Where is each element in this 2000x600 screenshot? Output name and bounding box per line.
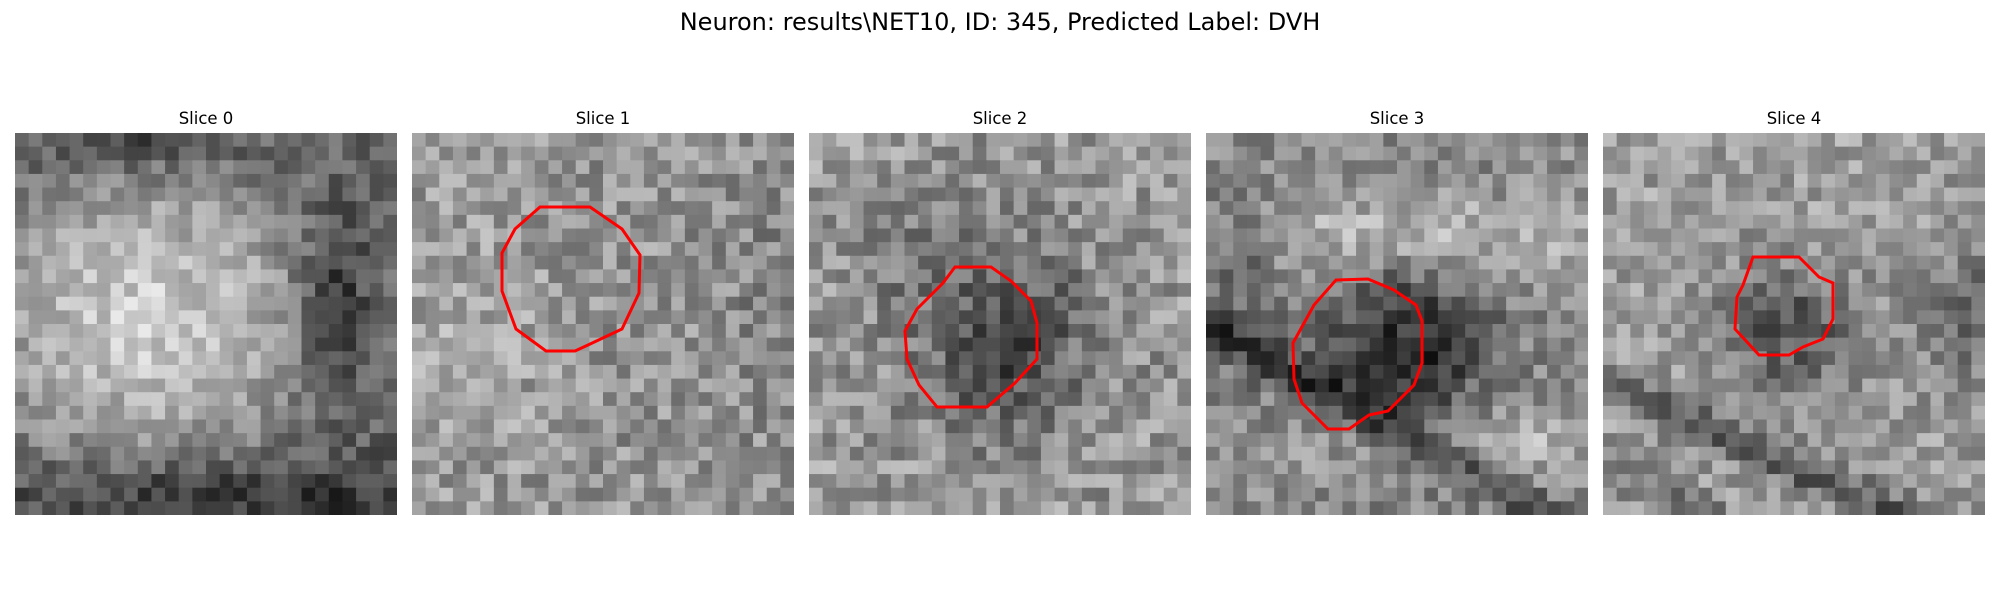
- neuron-contour-4: [1733, 255, 1835, 357]
- slice-panel-2: Slice 2: [809, 108, 1191, 515]
- slice-image-4: [1603, 133, 1985, 515]
- figure-title: Neuron: results\NET10, ID: 345, Predicte…: [679, 8, 1321, 36]
- slice-pixels-2: [809, 133, 1191, 515]
- slice-image-2: [809, 133, 1191, 515]
- slice-panel-4: Slice 4: [1603, 108, 1985, 515]
- slice-title-1: Slice 1: [575, 109, 631, 128]
- slice-pixels-1: [412, 133, 794, 515]
- slice-pixels-4: [1603, 133, 1985, 515]
- slice-title-4: Slice 4: [1766, 109, 1822, 128]
- slice-image-3: [1206, 133, 1588, 515]
- slice-image-1: [412, 133, 794, 515]
- slice-title-0: Slice 0: [178, 109, 234, 128]
- neuron-contour-1: [500, 205, 642, 353]
- slice-pixels-0: [15, 133, 397, 515]
- neuron-contour-2: [903, 265, 1039, 409]
- slice-title-3: Slice 3: [1369, 109, 1425, 128]
- slice-panel-1: Slice 1: [412, 108, 794, 515]
- slice-title-2: Slice 2: [972, 109, 1028, 128]
- slice-panel-0: Slice 0: [15, 108, 397, 515]
- slice-pixels-3: [1206, 133, 1588, 515]
- slice-panel-3: Slice 3: [1206, 108, 1588, 515]
- neuron-contour-3: [1291, 277, 1424, 431]
- slice-image-0: [15, 133, 397, 515]
